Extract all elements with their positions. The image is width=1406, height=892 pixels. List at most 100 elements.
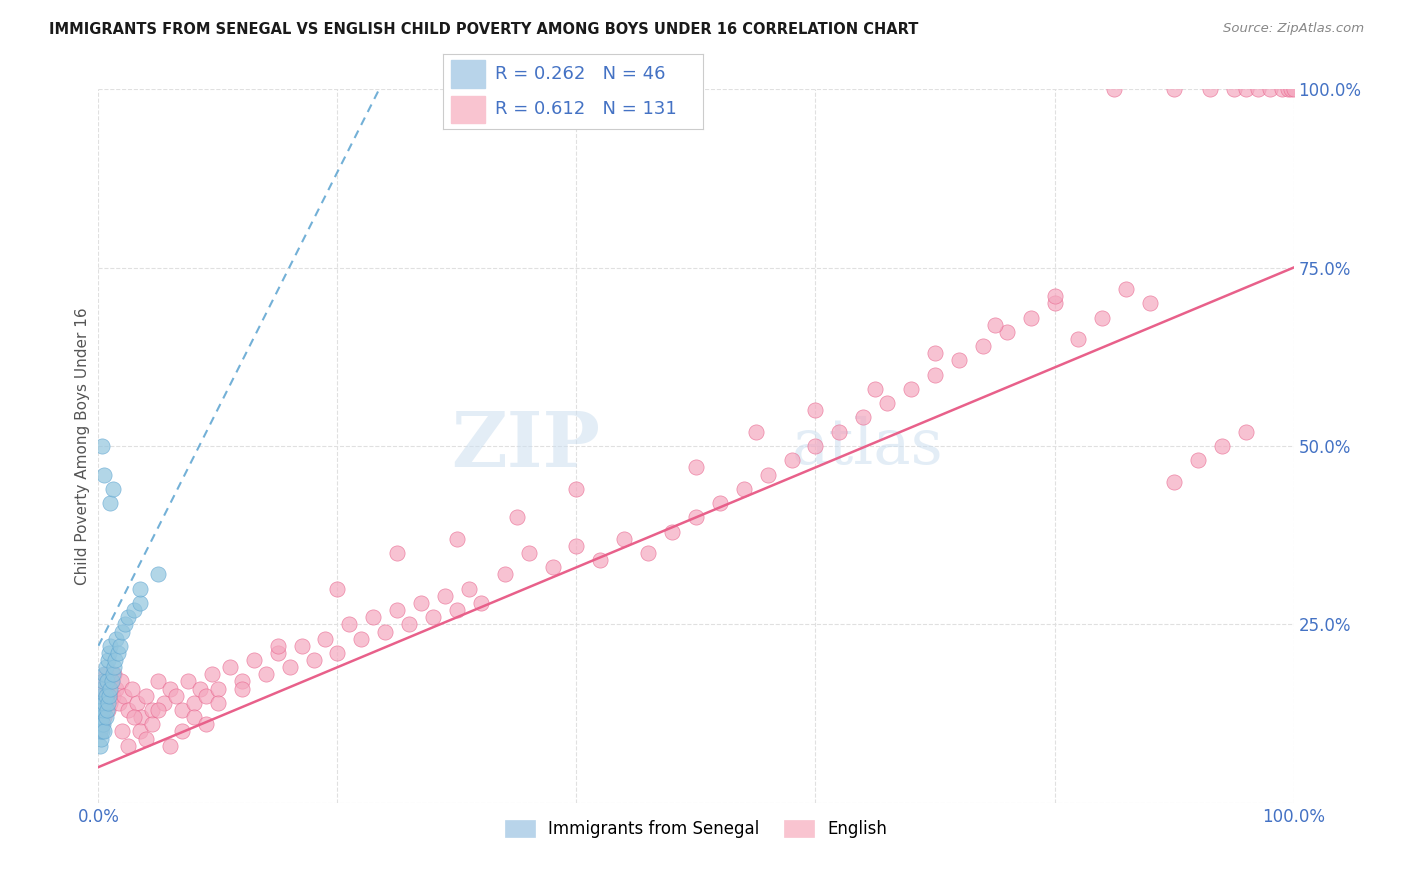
Point bbox=[1234, 82, 1257, 96]
Point bbox=[804, 403, 827, 417]
Point bbox=[852, 410, 875, 425]
Point bbox=[183, 696, 205, 710]
Point bbox=[89, 710, 111, 724]
Point bbox=[900, 382, 922, 396]
Point bbox=[243, 653, 266, 667]
Point bbox=[172, 724, 194, 739]
Point bbox=[98, 639, 122, 653]
Point bbox=[231, 681, 253, 696]
Point bbox=[93, 724, 115, 739]
Point bbox=[374, 624, 396, 639]
Point bbox=[1139, 296, 1161, 310]
Point bbox=[101, 689, 124, 703]
Point bbox=[124, 710, 146, 724]
Point bbox=[1091, 310, 1114, 325]
Point bbox=[94, 689, 117, 703]
Point bbox=[267, 639, 290, 653]
Point bbox=[91, 703, 114, 717]
Point bbox=[111, 724, 134, 739]
Point bbox=[172, 703, 194, 717]
Point bbox=[1187, 453, 1209, 467]
Point bbox=[148, 703, 170, 717]
Point bbox=[91, 439, 114, 453]
Point bbox=[828, 425, 851, 439]
Point bbox=[661, 524, 683, 539]
Point bbox=[135, 731, 157, 746]
Point bbox=[90, 710, 112, 724]
Point bbox=[1282, 82, 1305, 96]
Point bbox=[278, 660, 301, 674]
Text: ZIP: ZIP bbox=[451, 409, 600, 483]
Point bbox=[291, 639, 314, 653]
Point bbox=[470, 596, 492, 610]
Point bbox=[411, 596, 433, 610]
Point bbox=[148, 674, 170, 689]
Point bbox=[995, 325, 1018, 339]
Point bbox=[494, 567, 516, 582]
Point bbox=[94, 710, 117, 724]
Point bbox=[177, 674, 200, 689]
Point bbox=[315, 632, 337, 646]
Point bbox=[98, 681, 121, 696]
Point bbox=[117, 610, 139, 624]
Point bbox=[207, 681, 229, 696]
Point bbox=[385, 546, 409, 560]
Point bbox=[91, 717, 114, 731]
Point bbox=[685, 510, 707, 524]
Point bbox=[98, 496, 122, 510]
Point bbox=[541, 560, 564, 574]
Point bbox=[422, 610, 444, 624]
Point bbox=[1104, 82, 1126, 96]
Point bbox=[91, 689, 114, 703]
Point bbox=[1115, 282, 1137, 296]
Point bbox=[97, 703, 120, 717]
Point bbox=[129, 724, 152, 739]
Point bbox=[89, 739, 111, 753]
Point bbox=[446, 532, 468, 546]
Point bbox=[90, 689, 112, 703]
Point bbox=[91, 703, 114, 717]
Point bbox=[1067, 332, 1090, 346]
Point bbox=[93, 710, 115, 724]
Point bbox=[434, 589, 457, 603]
Point bbox=[972, 339, 994, 353]
Point bbox=[153, 696, 176, 710]
Point bbox=[108, 639, 131, 653]
Point bbox=[398, 617, 420, 632]
Point bbox=[458, 582, 481, 596]
Point bbox=[1019, 310, 1042, 325]
Point bbox=[350, 632, 373, 646]
Point bbox=[924, 346, 946, 360]
Point bbox=[865, 382, 887, 396]
Point bbox=[1258, 82, 1281, 96]
Point bbox=[948, 353, 970, 368]
Point bbox=[91, 724, 114, 739]
Point bbox=[1223, 82, 1246, 96]
Point bbox=[1163, 475, 1185, 489]
Point bbox=[446, 603, 468, 617]
Point bbox=[94, 660, 117, 674]
Point bbox=[98, 696, 122, 710]
Point bbox=[98, 681, 122, 696]
Text: Source: ZipAtlas.com: Source: ZipAtlas.com bbox=[1223, 22, 1364, 36]
Point bbox=[91, 674, 114, 689]
Point bbox=[1199, 82, 1222, 96]
Point bbox=[93, 667, 115, 681]
Point bbox=[195, 689, 218, 703]
Point bbox=[924, 368, 946, 382]
Point bbox=[267, 646, 290, 660]
Point bbox=[89, 696, 111, 710]
Point bbox=[89, 696, 111, 710]
Point bbox=[326, 582, 349, 596]
Point bbox=[90, 731, 112, 746]
Point bbox=[141, 717, 163, 731]
Point bbox=[780, 453, 803, 467]
Point bbox=[131, 710, 153, 724]
Point bbox=[565, 539, 588, 553]
Point bbox=[121, 681, 143, 696]
Point bbox=[124, 603, 146, 617]
Point bbox=[231, 674, 253, 689]
Point bbox=[385, 603, 409, 617]
Point bbox=[195, 717, 218, 731]
Point bbox=[1043, 289, 1066, 303]
